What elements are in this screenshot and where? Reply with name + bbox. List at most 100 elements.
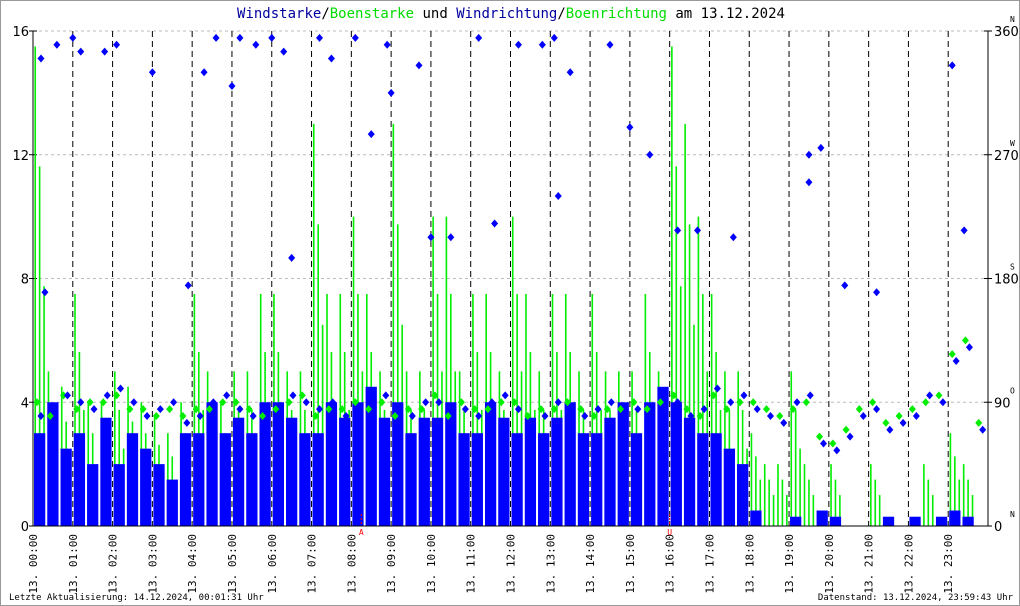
wind-direction-point [475,412,483,420]
gust-direction-point [391,412,399,420]
wind-bar [60,448,72,526]
wind-direction-point [262,418,270,427]
gust-direction-point [404,405,412,414]
gust-direction-point [524,412,532,420]
wind-direction-point [77,398,85,407]
wind-direction-point [846,432,854,441]
wind-direction-point [550,33,558,42]
wind-bar [365,386,377,526]
wind-bar [949,510,961,526]
gust-direction-point [537,405,545,414]
wind-bar [392,402,404,526]
wind-bar [179,433,192,526]
gust-direction-point [431,391,439,400]
wind-direction-point [514,40,522,49]
y2-tick-label: 360 [994,25,1019,40]
wind-direction-point [148,68,156,77]
wind-bar [73,433,86,526]
wind-direction-point [90,405,98,414]
gust-direction-point [550,405,558,414]
wind-direction-point [209,398,217,407]
gust-direction-point [696,412,704,420]
title-sep: / [557,6,566,22]
compass-label: O [1010,386,1015,395]
footer-data-state: Datenstand: 13.12.2024, 23:59:43 Uhr [817,593,1013,603]
title-windstarke: Windstarke [237,6,322,22]
compass-label: N [1010,510,1015,519]
wind-direction-point [841,281,849,290]
gust-direction-point [351,398,359,407]
gust-direction-point [935,391,943,400]
gust-direction-point [73,405,81,414]
wind-direction-point [223,391,231,400]
wind-bar [47,402,59,526]
x-tick-label: 13. 00:00 [27,534,40,594]
wind-direction-point [899,418,907,427]
wind-direction-point [461,405,469,414]
wind-direction-point [351,33,359,42]
gust-direction-point [205,405,213,414]
wind-direction-point [541,412,549,420]
wind-bar [577,433,590,526]
wind-direction-point [873,288,881,297]
wind-bar [140,448,152,526]
wind-direction-point [820,439,828,448]
wind-direction-point [448,418,456,427]
gust-direction-point [590,412,598,420]
gust-direction-point [577,405,585,414]
wind-bar [471,433,483,526]
wind-bar [259,402,271,526]
gust-direction-point [179,412,187,420]
gust-direction-point [789,405,797,414]
wind-direction-point [77,47,85,56]
x-tick-label: 13. 10:00 [425,534,438,594]
gust-direction-point [670,391,678,400]
wind-bar [87,464,99,526]
wind-bar [538,433,550,526]
wind-direction-point [422,398,430,407]
title-boenrichtung: Boenrichtung [565,6,667,22]
wind-direction-point [268,33,276,42]
y-tick-label: 0 [21,520,29,535]
wind-direction-point [607,398,615,407]
wind-bar [126,433,139,526]
wind-bar [511,433,523,526]
gust-direction-point [219,398,227,407]
wind-direction-point [143,412,151,420]
gust-direction-point [418,405,426,414]
gust-direction-point [113,391,121,400]
x-tick-label: 13. 11:00 [465,534,478,594]
wind-direction-point [606,40,614,49]
wind-direction-point [694,226,702,235]
x-tick-label: 13. 14:00 [584,534,597,594]
wind-direction-point [687,412,695,420]
wind-direction-point [727,398,735,407]
gust-direction-point [908,405,916,414]
wind-direction-point [488,398,496,407]
wind-bar [935,516,948,526]
gust-direction-point [948,350,956,359]
gust-direction-point [166,405,174,414]
wind-bar [418,417,430,526]
gust-direction-point [723,405,731,414]
gust-direction-point [245,405,253,414]
x-tick-label: 13. 12:00 [505,534,518,594]
wind-direction-point [252,40,260,49]
wind-direction-point [965,343,973,352]
wind-direction-point [236,405,244,414]
wind-direction-point [316,405,323,414]
gust-direction-point [471,405,479,414]
wind-direction-point [69,33,77,42]
wind-bar [710,433,722,526]
gust-direction-point [630,398,638,407]
y-tick-label: 12 [12,149,29,164]
wind-bar [697,433,709,526]
wind-direction-point [130,398,138,407]
wind-direction-point [101,47,109,56]
compass-label: W [1010,139,1015,148]
wind-bar [630,433,643,526]
wind-direction-point [700,405,708,414]
wind-bar [458,433,470,526]
wind-bar [723,448,735,526]
